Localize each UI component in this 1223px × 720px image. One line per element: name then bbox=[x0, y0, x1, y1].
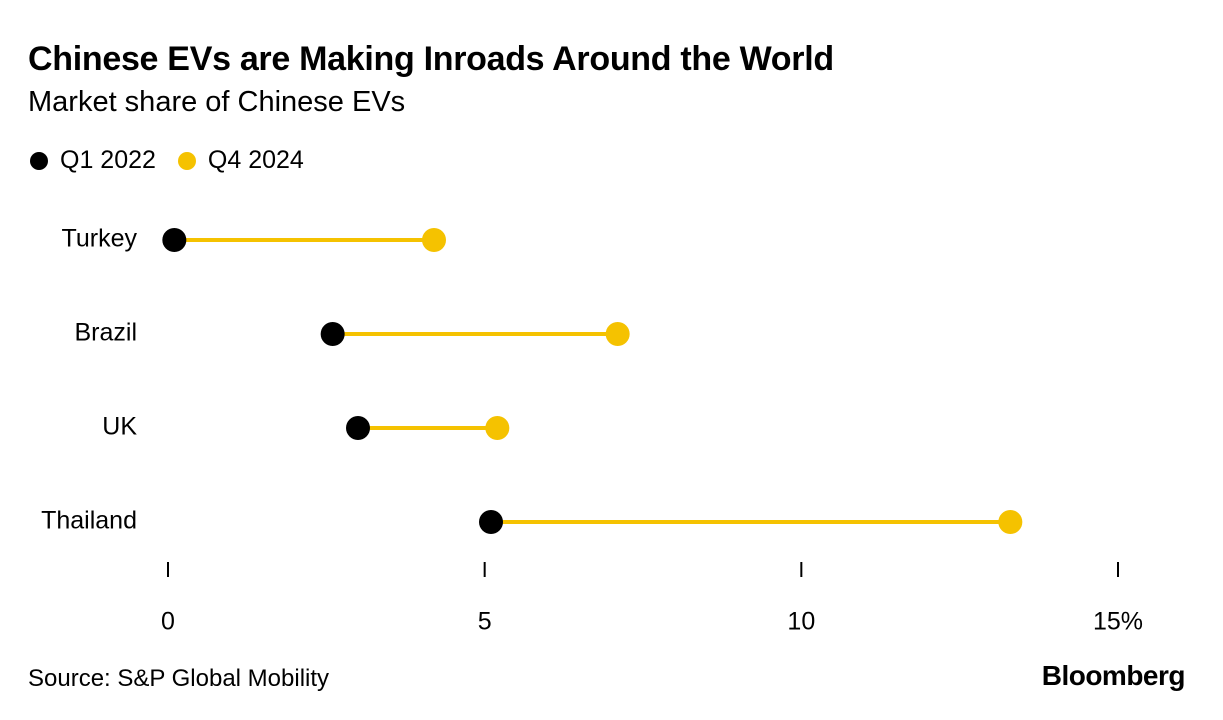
legend-swatch-q1-2022 bbox=[30, 151, 48, 170]
chart-subtitle: Market share of Chinese EVs bbox=[28, 86, 406, 118]
point-q1-2022-brazil bbox=[320, 322, 345, 346]
point-q4-2024-thailand bbox=[998, 510, 1023, 534]
category-label-uk: UK bbox=[102, 413, 137, 441]
legend-swatch-q4-2024 bbox=[177, 151, 196, 170]
legend: Q1 2022 Q4 2024 bbox=[30, 146, 326, 175]
category-label-turkey: Turkey bbox=[62, 225, 138, 253]
point-q1-2022-turkey bbox=[162, 228, 187, 252]
x-tick-label-5: 5 bbox=[478, 608, 492, 636]
legend-item-q4-2024: Q4 2024 bbox=[177, 146, 304, 175]
x-tick-label-10: 10 bbox=[787, 608, 815, 636]
point-q1-2022-thailand bbox=[479, 510, 503, 534]
chart-title: Chinese EVs are Making Inroads Around th… bbox=[28, 40, 834, 78]
category-label-thailand: Thailand bbox=[41, 507, 137, 535]
x-tick-label-0: 0 bbox=[161, 608, 175, 636]
legend-label-q1-2022: Q1 2022 bbox=[60, 146, 156, 174]
point-q4-2024-uk bbox=[485, 416, 510, 440]
source-note: Source: S&P Global Mobility bbox=[28, 665, 330, 692]
category-label-brazil: Brazil bbox=[74, 319, 137, 347]
point-q4-2024-turkey bbox=[422, 228, 446, 252]
bloomberg-logo: Bloomberg bbox=[1041, 660, 1186, 691]
point-q4-2024-brazil bbox=[605, 322, 630, 346]
point-q1-2022-uk bbox=[346, 416, 370, 440]
legend-label-q4-2024: Q4 2024 bbox=[207, 146, 304, 174]
x-tick-label-15: 15% bbox=[1093, 608, 1143, 636]
legend-item-q1-2022: Q1 2022 bbox=[30, 146, 156, 175]
